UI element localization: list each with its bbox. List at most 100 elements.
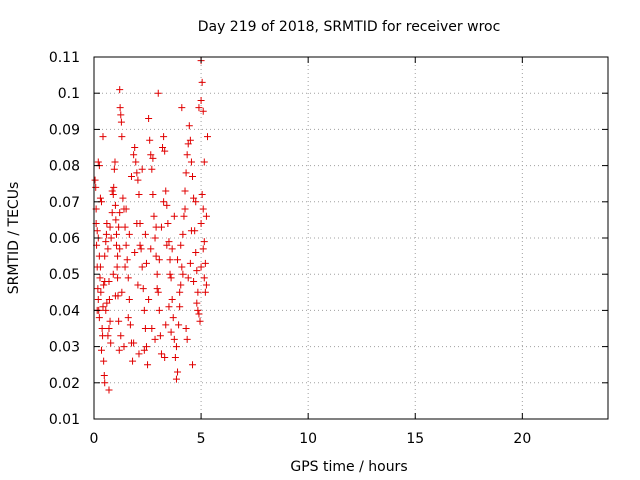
data-point bbox=[198, 78, 206, 86]
data-point bbox=[95, 314, 103, 322]
data-point bbox=[100, 281, 108, 289]
data-point bbox=[150, 212, 158, 220]
data-point bbox=[186, 259, 194, 267]
data-point bbox=[157, 350, 165, 358]
data-point bbox=[104, 245, 112, 253]
x-tick-label: 0 bbox=[90, 431, 99, 447]
data-point bbox=[190, 277, 198, 285]
data-point bbox=[101, 379, 109, 387]
data-point bbox=[186, 136, 194, 144]
data-point bbox=[165, 303, 173, 311]
data-point bbox=[112, 241, 120, 249]
data-point bbox=[140, 306, 148, 314]
data-point bbox=[101, 277, 109, 285]
grid-lines bbox=[94, 57, 608, 419]
data-point bbox=[125, 296, 133, 304]
data-point bbox=[116, 209, 124, 217]
data-point bbox=[155, 306, 163, 314]
data-point bbox=[104, 332, 112, 340]
y-tick-label: 0.02 bbox=[49, 376, 80, 392]
y-tick-label: 0.05 bbox=[49, 267, 80, 283]
data-point bbox=[107, 339, 115, 347]
data-point bbox=[170, 335, 178, 343]
chart-title: Day 219 of 2018, SRMTID for receiver wro… bbox=[198, 19, 501, 35]
data-point bbox=[144, 361, 152, 369]
data-point bbox=[106, 223, 114, 231]
data-point bbox=[162, 321, 170, 329]
data-point bbox=[175, 321, 183, 329]
y-tick-label: 0.04 bbox=[49, 303, 80, 319]
y-tick-label: 0.11 bbox=[49, 50, 80, 66]
y-tick-label: 0.03 bbox=[49, 340, 80, 356]
data-point bbox=[154, 288, 162, 296]
data-point bbox=[168, 296, 176, 304]
data-point bbox=[110, 165, 118, 173]
data-point bbox=[184, 140, 192, 148]
data-point bbox=[192, 248, 200, 256]
x-tick-label: 5 bbox=[197, 431, 206, 447]
data-point bbox=[115, 317, 123, 325]
data-point bbox=[107, 234, 115, 242]
data-point bbox=[199, 205, 207, 213]
data-point bbox=[110, 183, 118, 191]
tick-labels: 0.01 0.02 0.03 0.04 0.05 0.06 0.07 0.08 0.09 0.1 0… bbox=[49, 50, 531, 447]
data-point bbox=[185, 122, 193, 130]
data-point bbox=[138, 263, 146, 271]
data-point bbox=[153, 270, 161, 278]
data-point bbox=[112, 216, 120, 224]
data-point bbox=[114, 252, 122, 260]
data-point bbox=[121, 223, 129, 231]
y-tick-label: 0.1 bbox=[58, 86, 80, 102]
data-point bbox=[200, 274, 208, 282]
data-point bbox=[162, 187, 170, 195]
data-point bbox=[134, 281, 142, 289]
data-point bbox=[160, 198, 168, 206]
y-axis-title: SRMTID / TECUs bbox=[6, 182, 22, 295]
data-point bbox=[147, 245, 155, 253]
data-point bbox=[204, 133, 212, 141]
data-point bbox=[163, 201, 171, 209]
data-point bbox=[135, 191, 143, 199]
data-point bbox=[160, 133, 168, 141]
data-point bbox=[130, 339, 138, 347]
data-point bbox=[113, 263, 121, 271]
data-point bbox=[196, 317, 204, 325]
data-point bbox=[181, 187, 189, 195]
data-point bbox=[201, 288, 209, 296]
data-point bbox=[184, 274, 192, 282]
data-point bbox=[141, 325, 149, 332]
data-point bbox=[92, 183, 100, 191]
x-tick-label: 15 bbox=[406, 431, 424, 447]
data-point bbox=[134, 176, 142, 184]
data-point bbox=[200, 238, 208, 246]
data-point bbox=[112, 230, 120, 238]
data-point bbox=[202, 212, 210, 220]
data-point bbox=[141, 230, 149, 238]
data-point bbox=[174, 256, 182, 264]
data-point bbox=[161, 147, 169, 155]
data-point bbox=[93, 227, 101, 235]
data-point bbox=[178, 263, 186, 271]
data-point bbox=[122, 241, 130, 249]
data-point bbox=[200, 158, 208, 166]
y-tick-label: 0.01 bbox=[49, 412, 80, 428]
data-point bbox=[105, 325, 113, 332]
data-point bbox=[100, 372, 108, 380]
data-point bbox=[96, 274, 104, 282]
data-point bbox=[148, 165, 156, 173]
data-point bbox=[161, 353, 169, 361]
data-point bbox=[111, 292, 119, 300]
data-point bbox=[132, 158, 140, 166]
data-point bbox=[165, 238, 173, 246]
data-point bbox=[120, 343, 128, 351]
data-point bbox=[124, 314, 132, 322]
data-point bbox=[131, 144, 139, 151]
data-point bbox=[182, 169, 190, 177]
data-point bbox=[179, 230, 187, 238]
data-point bbox=[156, 332, 164, 340]
data-point bbox=[151, 335, 159, 343]
data-point bbox=[182, 325, 190, 332]
y-tick-label: 0.07 bbox=[49, 195, 80, 211]
data-point bbox=[122, 205, 130, 213]
